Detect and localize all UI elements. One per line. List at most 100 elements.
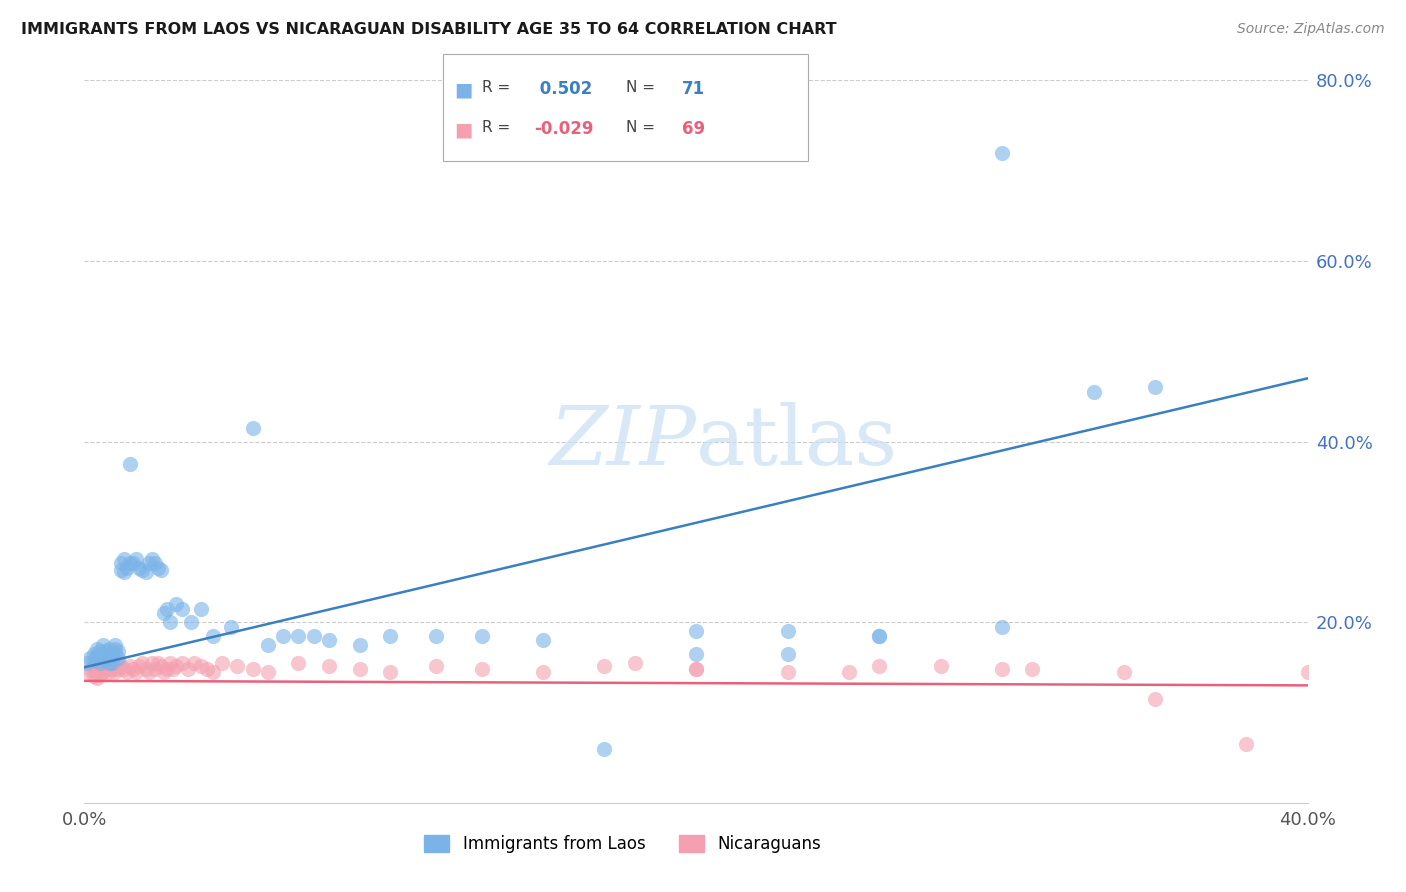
Point	[112, 552, 135, 566]
Point	[1114, 665, 1136, 679]
Point	[1083, 384, 1105, 399]
Point	[1021, 662, 1043, 676]
Point	[83, 653, 105, 667]
Point	[91, 651, 114, 665]
Point	[149, 658, 172, 673]
Point	[991, 145, 1014, 160]
Point	[89, 667, 111, 681]
Text: ZIP: ZIP	[550, 401, 696, 482]
Point	[131, 656, 153, 670]
Point	[593, 658, 616, 673]
Text: 69: 69	[682, 120, 704, 138]
Point	[146, 561, 169, 575]
Point	[107, 651, 129, 665]
Point	[135, 662, 157, 676]
Point	[685, 662, 707, 676]
Point	[929, 658, 952, 673]
Point	[149, 563, 172, 577]
Point	[159, 615, 181, 630]
Point	[425, 658, 447, 673]
Point	[143, 557, 166, 571]
Legend: Immigrants from Laos, Nicaraguans: Immigrants from Laos, Nicaraguans	[418, 828, 828, 860]
Point	[83, 647, 105, 661]
Point	[685, 647, 707, 661]
Point	[86, 665, 108, 679]
Point	[219, 620, 242, 634]
Point	[287, 629, 309, 643]
Point	[190, 601, 212, 615]
Text: R =: R =	[482, 80, 510, 95]
Point	[135, 566, 157, 580]
Point	[97, 656, 120, 670]
Text: Source: ZipAtlas.com: Source: ZipAtlas.com	[1237, 22, 1385, 37]
Point	[101, 647, 124, 661]
Point	[1143, 692, 1166, 706]
Text: N =: N =	[626, 120, 655, 136]
Point	[128, 561, 150, 575]
Point	[115, 561, 138, 575]
Point	[838, 665, 860, 679]
Text: ■: ■	[454, 80, 472, 99]
Point	[115, 665, 138, 679]
Point	[172, 601, 194, 615]
Point	[349, 662, 371, 676]
Point	[271, 629, 294, 643]
Text: ■: ■	[454, 120, 472, 139]
Point	[257, 665, 280, 679]
Point	[624, 656, 647, 670]
Point	[101, 662, 124, 676]
Point	[211, 656, 233, 670]
Point	[94, 656, 117, 670]
Point	[776, 647, 799, 661]
Point	[869, 658, 891, 673]
Text: R =: R =	[482, 120, 510, 136]
Text: N =: N =	[626, 80, 655, 95]
Point	[86, 649, 108, 664]
Point	[869, 629, 891, 643]
Point	[91, 647, 114, 661]
Point	[141, 552, 163, 566]
Point	[156, 662, 179, 676]
Point	[104, 658, 127, 673]
Point	[89, 656, 111, 670]
Point	[991, 662, 1014, 676]
Point	[177, 662, 200, 676]
Point	[110, 557, 132, 571]
Point	[685, 662, 707, 676]
Point	[83, 660, 105, 674]
Point	[120, 557, 142, 571]
Point	[76, 656, 98, 670]
Point	[122, 662, 145, 676]
Point	[107, 662, 129, 676]
Point	[380, 629, 402, 643]
Point	[94, 662, 117, 676]
Point	[226, 658, 249, 673]
Point	[380, 665, 402, 679]
Point	[153, 665, 176, 679]
Point	[91, 665, 114, 679]
Point	[104, 638, 127, 652]
Text: -0.029: -0.029	[534, 120, 593, 138]
Point	[242, 662, 264, 676]
Point	[89, 662, 111, 676]
Text: IMMIGRANTS FROM LAOS VS NICARAGUAN DISABILITY AGE 35 TO 64 CORRELATION CHART: IMMIGRANTS FROM LAOS VS NICARAGUAN DISAB…	[21, 22, 837, 37]
Point	[125, 552, 148, 566]
Point	[120, 457, 142, 471]
Point	[128, 658, 150, 673]
Point	[869, 629, 891, 643]
Point	[159, 656, 181, 670]
Point	[593, 741, 616, 756]
Point	[110, 563, 132, 577]
Point	[83, 669, 105, 683]
Point	[183, 656, 205, 670]
Point	[131, 563, 153, 577]
Point	[104, 665, 127, 679]
Point	[153, 606, 176, 620]
Point	[76, 665, 98, 679]
Point	[94, 644, 117, 658]
Point	[97, 642, 120, 657]
Point	[97, 665, 120, 679]
Point	[201, 665, 224, 679]
Point	[242, 421, 264, 435]
Point	[138, 557, 160, 571]
